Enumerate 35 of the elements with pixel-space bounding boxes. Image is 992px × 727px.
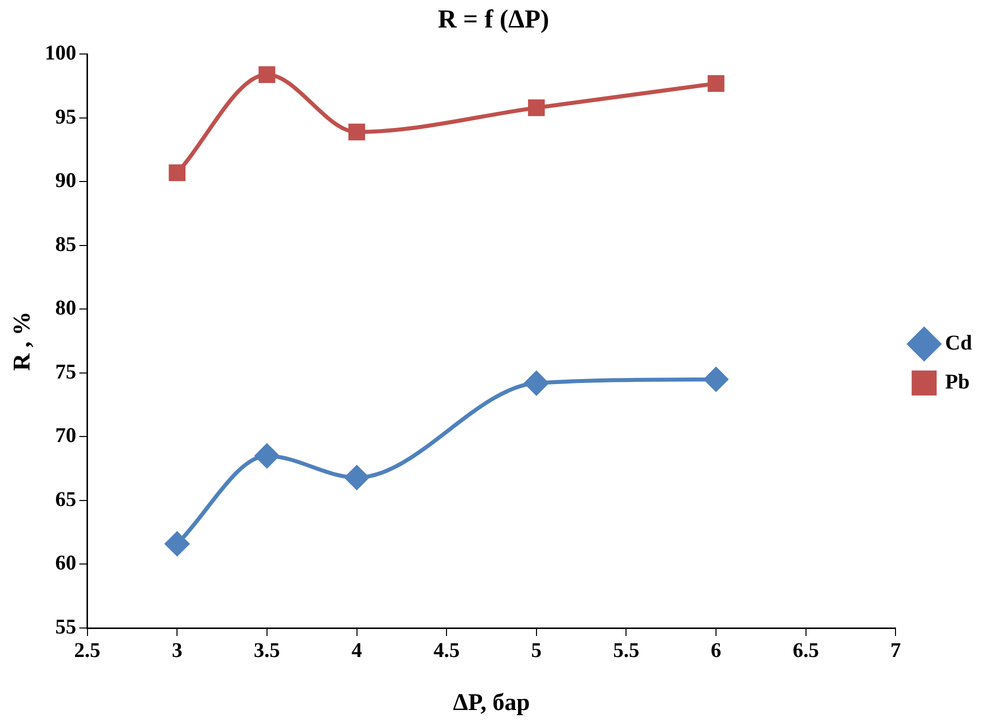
x-tick-label: 6.5 — [792, 638, 819, 662]
point — [344, 466, 369, 490]
x-tick-label: 4 — [352, 638, 362, 662]
y-tick-label: 60 — [55, 550, 76, 575]
point — [704, 367, 728, 392]
point — [165, 532, 190, 556]
point — [258, 66, 276, 83]
x-tick-label: 3.5 — [254, 638, 280, 662]
y-tick-label: 55 — [55, 614, 76, 638]
point — [708, 75, 724, 92]
x-tick-label: 7 — [890, 638, 901, 662]
point — [168, 164, 186, 182]
chart-title: R = f (ΔP) — [438, 4, 550, 34]
x-tick-label: 4.5 — [433, 638, 460, 662]
point — [254, 444, 279, 468]
y-tick-label: 100 — [44, 40, 76, 65]
y-tick-label: 80 — [55, 296, 76, 320]
x-tick-label: 2.5 — [74, 638, 100, 662]
x-tick-label: 6 — [710, 638, 722, 662]
x-tick-label: 3 — [172, 638, 182, 662]
y-tick-label: 85 — [55, 232, 76, 256]
y-axis-title: R , % — [10, 311, 36, 371]
point — [528, 99, 545, 116]
point — [524, 371, 548, 396]
x-tick-label: 5 — [531, 638, 542, 662]
x-axis-title: ΔP, бар — [453, 690, 530, 716]
y-tick-label: 65 — [55, 486, 76, 511]
y-tick-label: 75 — [55, 359, 76, 384]
y-tick-label: 95 — [55, 104, 76, 128]
y-tick-label: 90 — [55, 168, 76, 192]
point — [348, 124, 366, 140]
legend-label: Pb — [945, 369, 970, 394]
legend-label: Cd — [945, 330, 972, 354]
x-tick-label: 5.5 — [613, 638, 640, 662]
y-tick-label: 70 — [55, 423, 76, 448]
